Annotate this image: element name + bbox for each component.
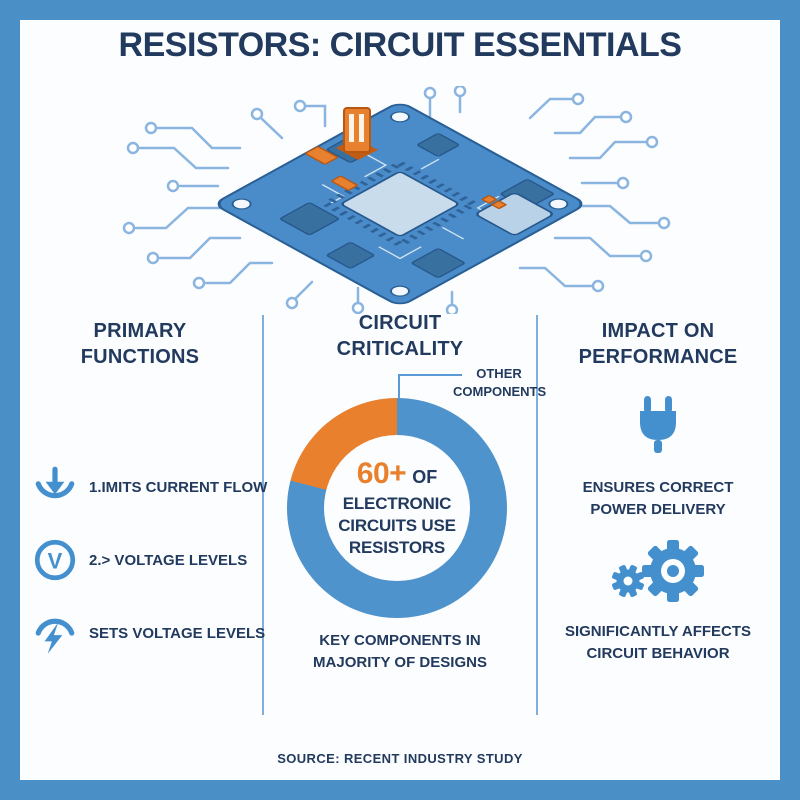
function-label: 1.IMITS CURRENT FLOW — [89, 478, 268, 496]
function-label: 2.> VOLTAGE LEVELS — [89, 551, 248, 569]
circled-v-icon: V — [34, 539, 76, 581]
list-item: SETS VOLTAGE LEVELS — [32, 603, 265, 663]
column-divider-left — [262, 315, 264, 715]
list-item: V 2.> VOLTAGE LEVELS — [32, 530, 260, 590]
donut-caption: KEY COMPONENTS IN MAJORITY OF DESIGNS — [313, 632, 487, 671]
power-plug-icon — [640, 396, 676, 453]
circuit-board-illustration — [122, 86, 671, 314]
impact-label: SIGNIFICANTLY AFFECTS CIRCUIT BEHAVIOR — [564, 623, 752, 662]
donut-center: 60+ OF ELECTRONIC CIRCUITS USE RESISTORS — [324, 435, 470, 581]
column-divider-right — [536, 315, 538, 715]
page-title: RESISTORS: CIRCUIT ESSENTIALS — [118, 26, 682, 64]
right-column-header: IMPACT ON PERFORMANCE — [578, 320, 738, 368]
lightning-bolt-arc-icon — [35, 618, 75, 654]
source-note: SOURCE: RECENT INDUSTRY STUDY — [277, 751, 523, 766]
callout-line-vertical — [398, 374, 400, 398]
left-column-header: PRIMARY FUNCTIONS — [80, 320, 200, 368]
list-item: 1.IMITS CURRENT FLOW — [32, 457, 267, 517]
arrow-down-arc-icon — [35, 466, 75, 499]
stat-line: RESISTORS — [348, 538, 446, 558]
stat-value: 60+ — [356, 456, 407, 490]
middle-column-header: CIRCUIT CRITICALITY — [336, 312, 464, 360]
stat-line: CIRCUITS USE — [338, 515, 456, 535]
stat-line: ELECTRONIC — [342, 493, 452, 513]
gears-icon — [612, 540, 704, 602]
stat-suffix: OF — [412, 466, 438, 487]
function-label: SETS VOLTAGE LEVELS — [89, 624, 266, 642]
donut-callout-label: OTHER COMPONENTS — [453, 366, 547, 399]
svg-text:V: V — [48, 548, 63, 573]
donut-ring: 60+ OF ELECTRONIC CIRCUITS USE RESISTORS — [287, 398, 507, 618]
callout-line-horizontal — [398, 374, 462, 376]
impact-label: ENSURES CORRECT POWER DELIVERY — [582, 479, 734, 518]
